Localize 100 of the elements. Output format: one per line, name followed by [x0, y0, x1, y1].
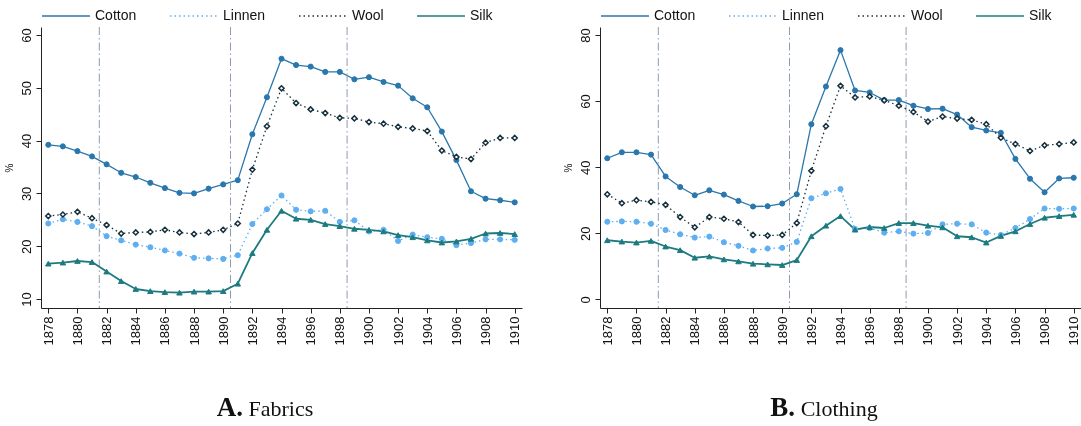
x-tick-label: 1896: [862, 316, 878, 346]
legend-label: Linnen: [782, 7, 825, 23]
point: [1055, 140, 1063, 148]
x-tick-label: 1910: [507, 316, 523, 346]
point: [234, 220, 242, 227]
point: [190, 288, 198, 295]
point: [924, 229, 931, 236]
point: [735, 242, 742, 249]
point: [438, 147, 446, 154]
point: [147, 179, 154, 186]
point: [1012, 224, 1019, 232]
point: [351, 76, 358, 83]
point: [1041, 205, 1048, 212]
x-tick-label: 1902: [949, 316, 965, 346]
point: [278, 84, 285, 92]
point: [633, 149, 640, 156]
point: [219, 288, 227, 294]
point: [365, 118, 373, 126]
point: [1041, 189, 1048, 196]
point: [74, 258, 81, 264]
point: [677, 231, 684, 238]
point: [482, 236, 489, 243]
y-tick-label: 10: [18, 292, 34, 307]
point: [117, 230, 125, 237]
point: [511, 199, 518, 206]
point: [293, 61, 300, 69]
point: [205, 288, 212, 295]
x-tick-label: 1910: [1066, 316, 1081, 346]
point: [161, 226, 169, 234]
point: [618, 199, 626, 207]
point: [662, 226, 669, 234]
point: [249, 131, 256, 138]
point: [852, 87, 859, 94]
point: [365, 74, 372, 81]
x-tick-label: 1884: [128, 316, 144, 346]
point: [176, 250, 183, 257]
point: [394, 123, 402, 131]
point: [764, 261, 771, 268]
point: [132, 286, 139, 292]
point: [1012, 228, 1019, 235]
point: [720, 215, 728, 223]
point: [764, 245, 771, 252]
point: [676, 247, 684, 254]
point: [895, 220, 903, 226]
point: [205, 255, 212, 262]
point: [423, 127, 431, 135]
x-tick-label: 1888: [186, 316, 202, 346]
y-tick-label: 60: [577, 94, 593, 109]
x-tick-label: 1906: [448, 316, 464, 346]
point: [1056, 205, 1063, 212]
text: A. Fabrics: [215, 392, 315, 423]
point: [1055, 213, 1063, 219]
point: [764, 203, 771, 210]
point: [220, 181, 227, 188]
legend-label: Silk: [1029, 7, 1053, 23]
point: [837, 82, 844, 90]
point: [438, 128, 445, 135]
y-tick-label: 50: [18, 81, 34, 96]
point: [467, 155, 475, 163]
x-tick-label: 1886: [716, 316, 732, 346]
point: [910, 230, 917, 237]
point: [336, 223, 344, 229]
point: [735, 258, 742, 265]
point: [604, 218, 611, 225]
x-tick-label: 1904: [978, 316, 994, 346]
point: [764, 232, 771, 239]
point: [691, 254, 698, 261]
point: [647, 151, 655, 158]
x-tick-label: 1898: [332, 316, 348, 346]
point: [808, 195, 815, 202]
point: [720, 239, 727, 246]
point: [939, 105, 946, 112]
point: [321, 221, 329, 227]
point: [895, 102, 903, 109]
point: [191, 190, 198, 197]
point: [647, 238, 655, 244]
point: [924, 222, 932, 229]
point: [307, 208, 314, 215]
point: [336, 114, 344, 122]
point: [219, 226, 227, 234]
point: [511, 236, 518, 243]
point: [88, 214, 96, 222]
point: [424, 104, 431, 111]
point: [939, 113, 946, 120]
point: [735, 218, 742, 226]
point: [103, 221, 110, 229]
point: [263, 123, 271, 130]
point: [983, 229, 990, 236]
point: [662, 201, 669, 209]
point: [307, 106, 314, 113]
point: [176, 289, 183, 296]
legend-label: Wool: [911, 7, 943, 23]
point: [467, 235, 475, 242]
point: [618, 218, 625, 225]
point: [1012, 155, 1019, 162]
point: [837, 47, 844, 54]
point: [249, 250, 256, 256]
point: [351, 225, 358, 232]
y-tick-label: 20: [18, 239, 34, 254]
point: [924, 118, 932, 125]
